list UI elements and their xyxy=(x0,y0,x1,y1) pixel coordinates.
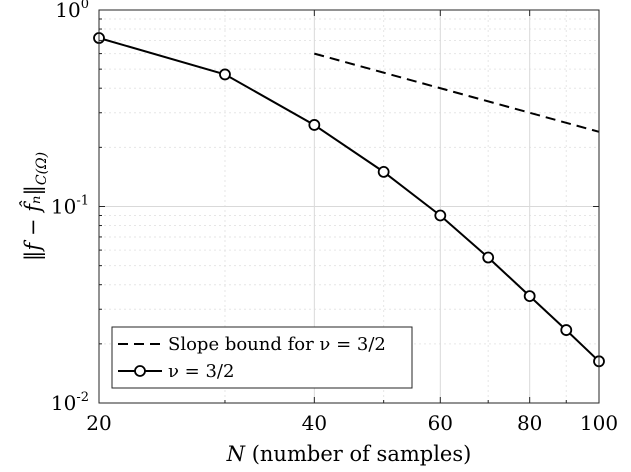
y-tick-label: 100 xyxy=(55,0,89,22)
data-point xyxy=(482,251,495,264)
data-point xyxy=(523,290,536,302)
slope-bound-line xyxy=(314,52,600,133)
y-tick-base: 10 xyxy=(51,195,76,219)
data-point xyxy=(434,209,447,222)
data-point xyxy=(219,68,231,81)
legend-box xyxy=(111,326,413,389)
y-tick-exponent: -1 xyxy=(76,194,89,209)
legend: Slope bound for ν = 3/2 ν = 3/2 xyxy=(111,326,413,389)
y-tick-exponent: 0 xyxy=(81,0,89,12)
x-axis-symbol: N xyxy=(226,442,252,466)
y-tick-label: 10-2 xyxy=(51,390,89,415)
x-tick-label: 80 xyxy=(517,411,542,435)
legend-entry-label: ν = 3/2 xyxy=(168,361,234,382)
y-axis-label: ‖f − f̂ₙ‖C(Ω) xyxy=(20,152,50,261)
series-layer xyxy=(93,32,605,368)
x-axis-text: (number of samples) xyxy=(252,442,472,466)
legend-entry-label: Slope bound for ν = 3/2 xyxy=(168,334,386,355)
data-point xyxy=(560,324,573,336)
x-tick-label: 20 xyxy=(86,411,111,435)
legend-swatch-marker xyxy=(134,365,146,377)
y-tick-label: 10-1 xyxy=(51,194,89,219)
error-curve-line xyxy=(98,37,600,363)
data-point xyxy=(377,165,390,178)
x-tick-label: 100 xyxy=(580,411,618,435)
x-axis-label: N (number of samples) xyxy=(226,442,472,466)
y-tick-base: 10 xyxy=(51,391,76,415)
axis-labels: N (number of samples) ‖f − f̂ₙ‖C(Ω) xyxy=(20,152,471,466)
y-tick-base: 10 xyxy=(55,0,80,22)
x-tick-label: 40 xyxy=(302,411,327,435)
data-point xyxy=(308,119,321,131)
x-tick-label: 60 xyxy=(428,411,453,435)
y-tick-exponent: -2 xyxy=(76,390,89,405)
y-axis-subscript: C(Ω) xyxy=(34,152,50,185)
y-axis-norm: ‖f − f̂ₙ‖ xyxy=(20,185,46,261)
